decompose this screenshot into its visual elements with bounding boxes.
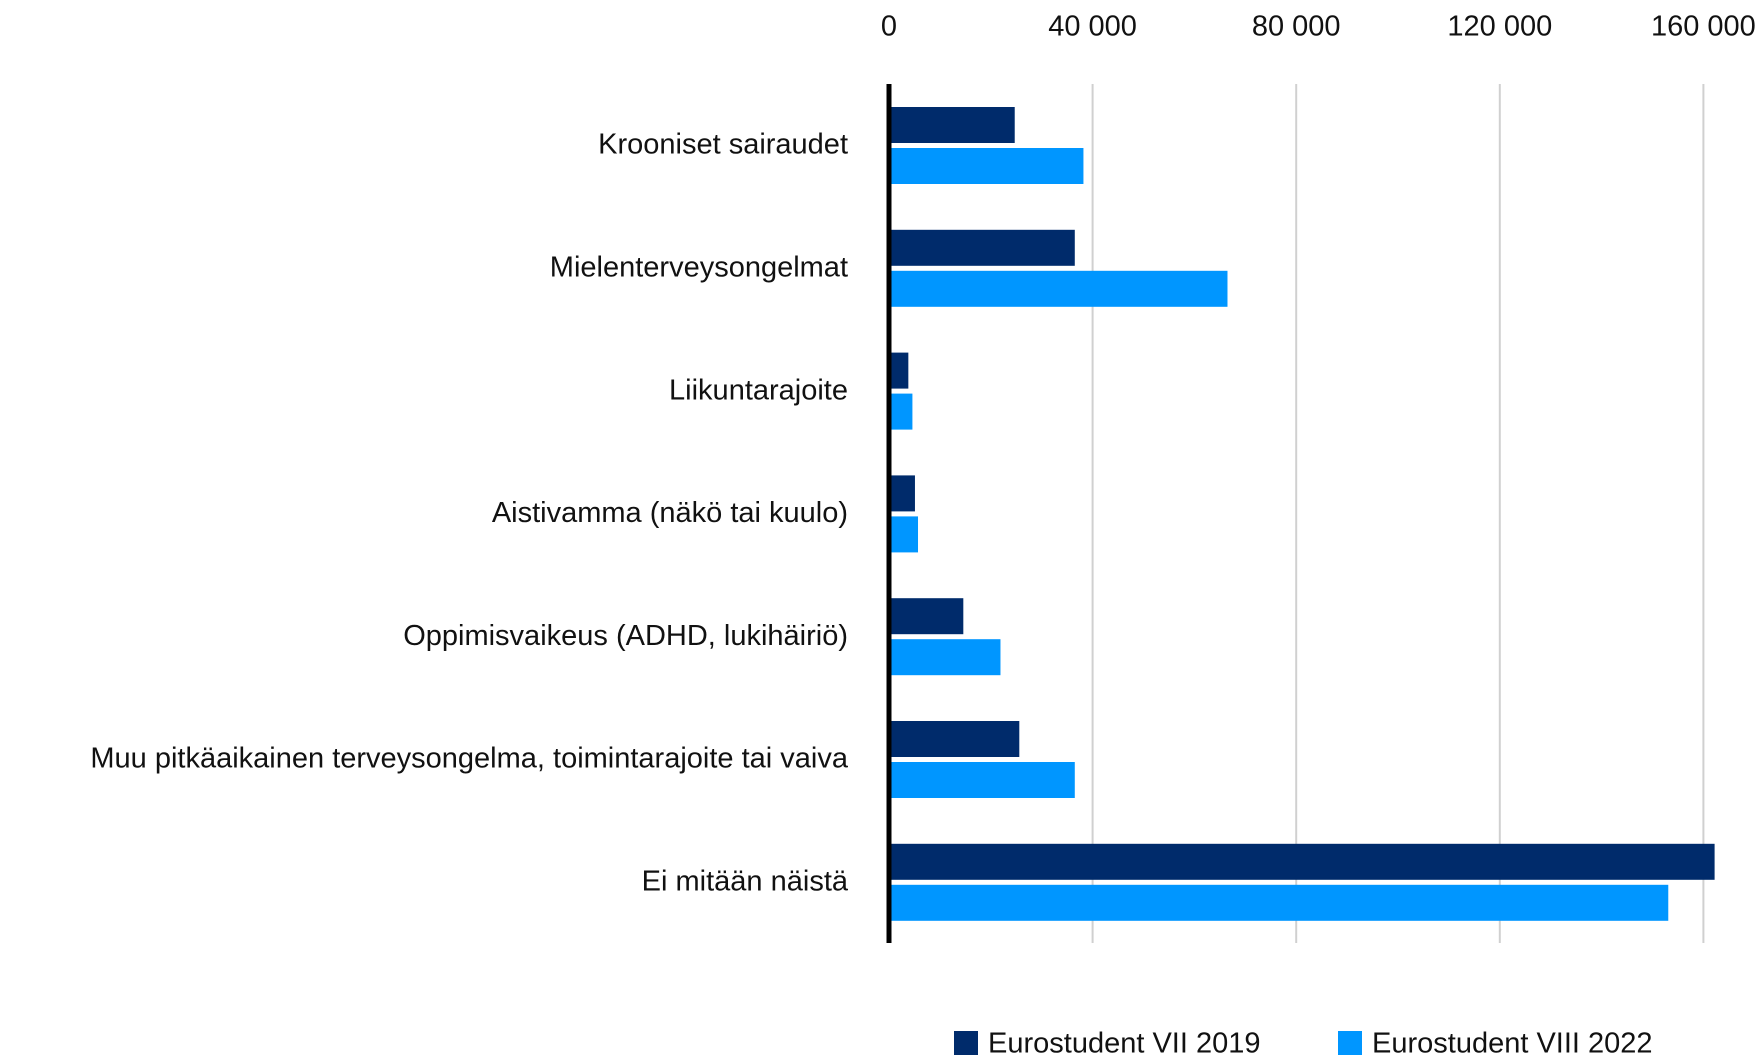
bar [889,884,1669,921]
legend-swatch [1338,1031,1362,1055]
bar [889,393,913,430]
category-label: Aistivamma (näkö tai kuulo) [492,497,848,529]
category-label: Ei mitään näistä [642,865,849,897]
x-tick-label: 120 000 [1447,11,1552,43]
bar [889,148,1084,184]
category-label: Muu pitkäaikainen terveysongelma, toimin… [90,743,848,775]
bar [889,721,1020,757]
x-tick-label: 0 [881,11,897,43]
x-tick-label: 40 000 [1048,11,1137,43]
bar [889,475,915,512]
bar [889,762,1075,798]
category-label: Mielenterveysongelmat [550,251,848,283]
bar [889,270,1228,307]
category-label: Liikuntarajoite [669,374,848,406]
bar [889,639,1001,676]
bar [889,598,964,635]
legend-label: Eurostudent VIII 2022 [1372,1028,1653,1060]
x-tick-label: 80 000 [1252,11,1341,43]
legend-label: Eurostudent VII 2019 [988,1028,1260,1060]
bar [889,516,919,553]
bar [889,107,1015,143]
category-label: Krooniset sairaudet [598,129,848,161]
category-label: Oppimisvaikeus (ADHD, lukihäiriö) [403,620,848,652]
bar [889,352,909,389]
bar [889,843,1715,880]
bar [889,229,1075,266]
x-tick-label: 160 000 [1651,11,1756,43]
legend-swatch [954,1031,978,1055]
